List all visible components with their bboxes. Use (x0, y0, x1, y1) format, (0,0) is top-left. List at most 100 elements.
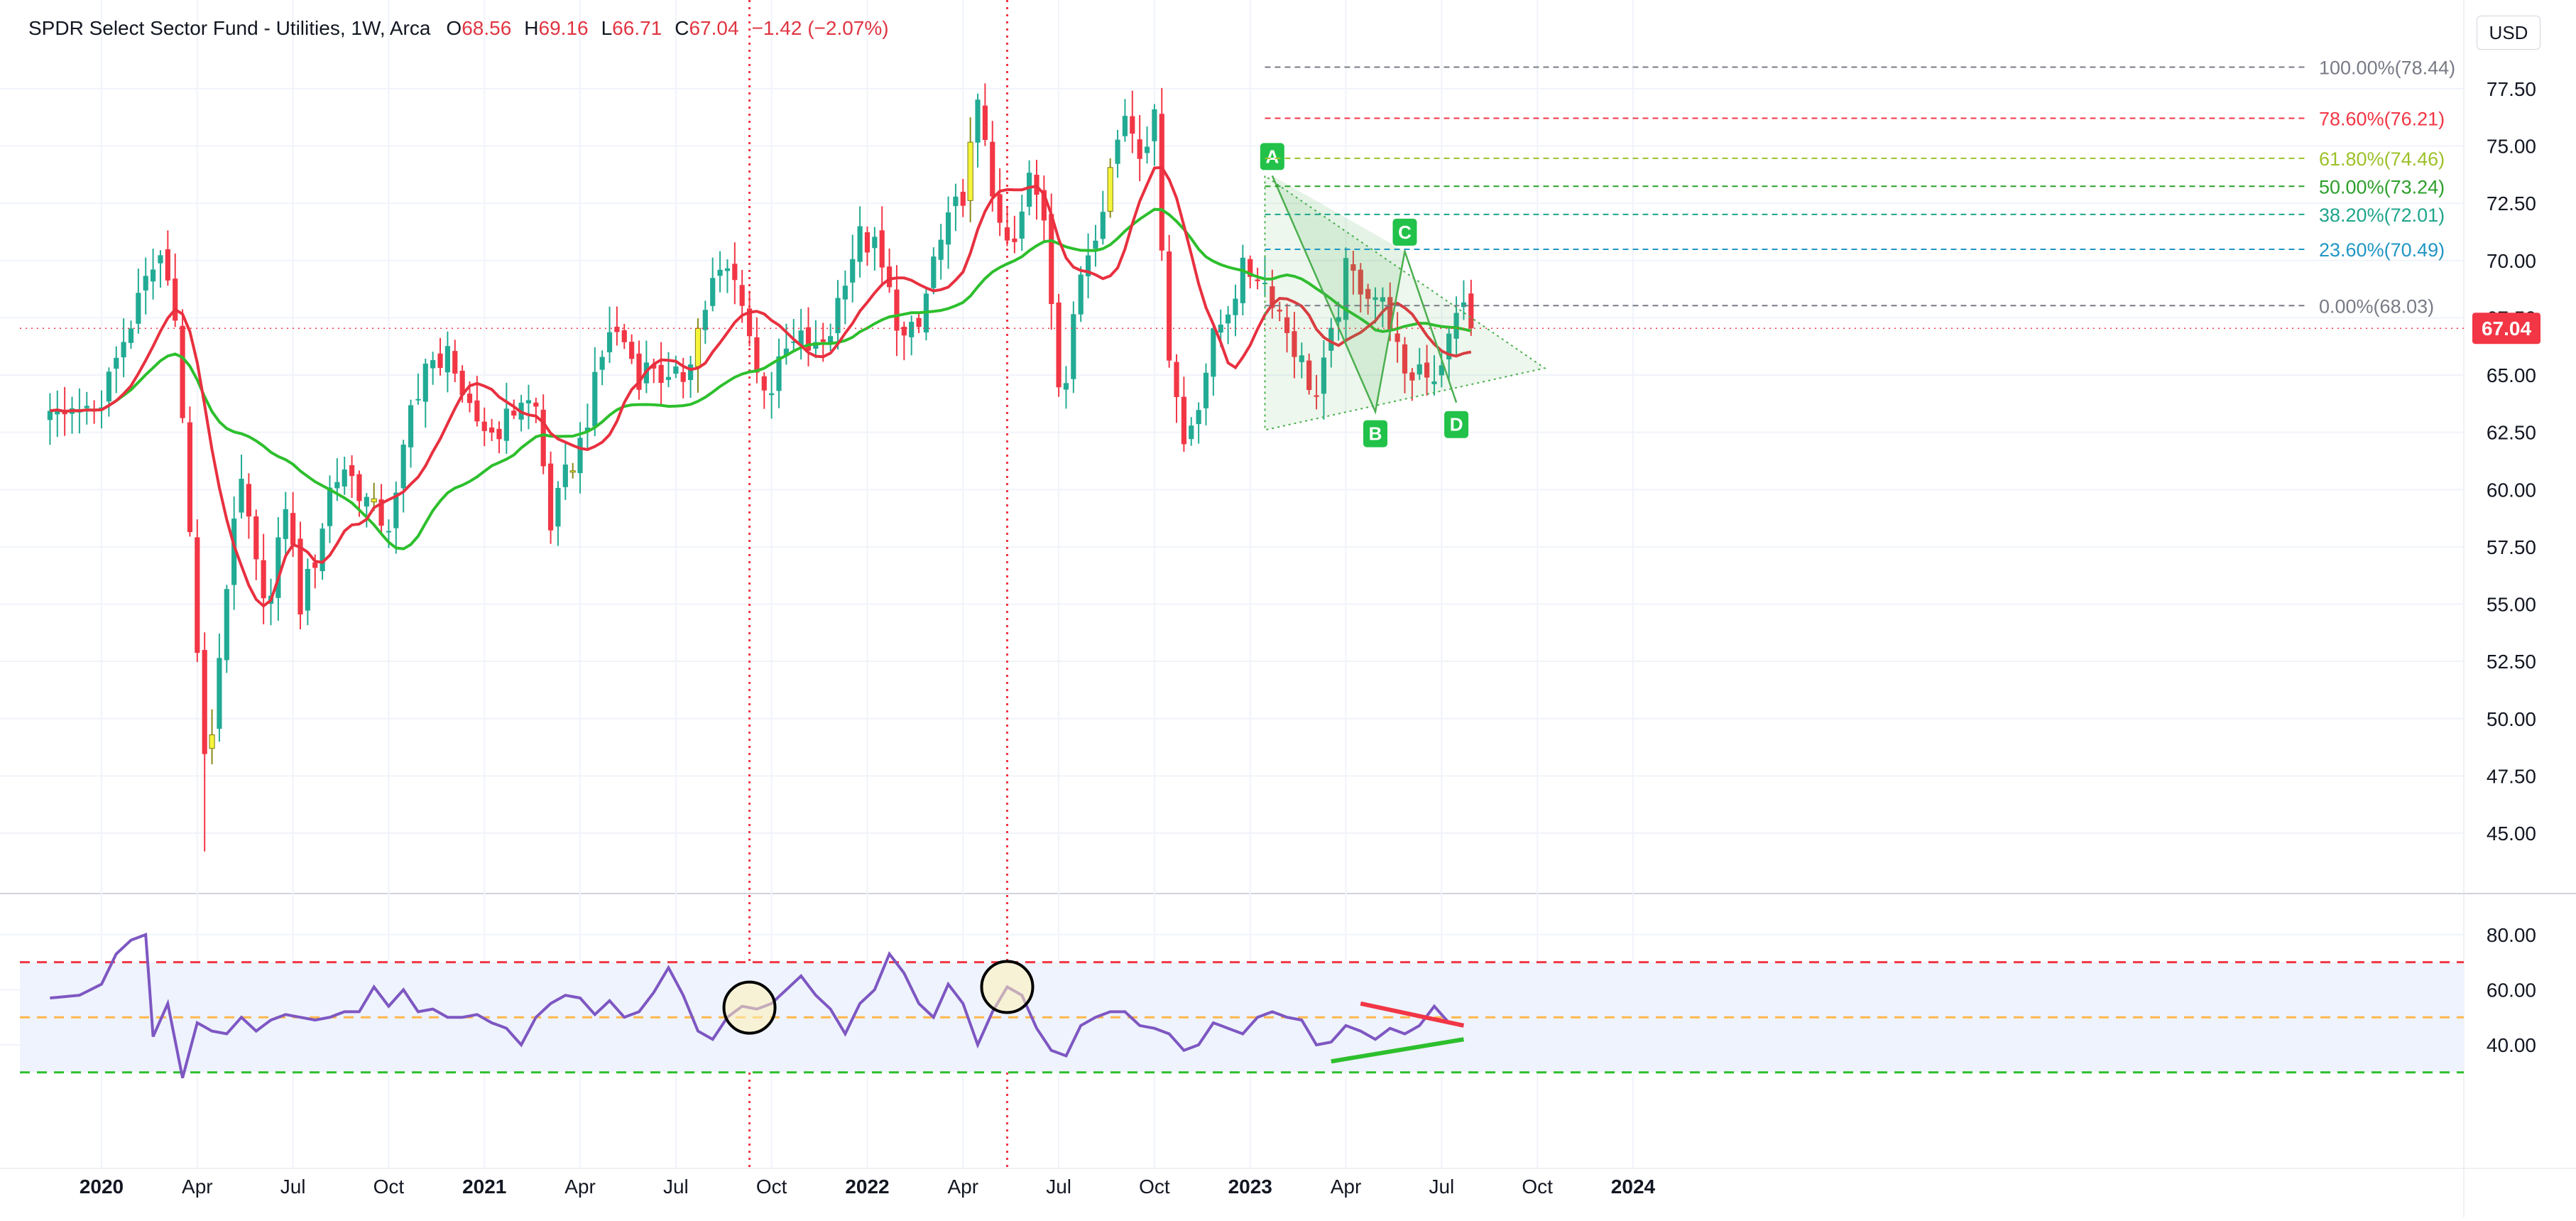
time-tick-label: Apr (564, 1176, 596, 1198)
candle-body (916, 318, 922, 327)
candle-body (1063, 383, 1069, 390)
candle (275, 517, 281, 621)
symbol-header: SPDR Select Sector Fund - Utilities, 1W,… (28, 17, 902, 40)
candle-body (1380, 297, 1385, 302)
fib-label: 50.00%(73.24) (2319, 176, 2445, 197)
rsi-axis[interactable]: 80.00 60.00 40.00 (2487, 924, 2536, 1056)
candle-body (1328, 327, 1334, 351)
candle (864, 226, 871, 266)
candle-body (1167, 251, 1172, 361)
price-tick-label: 52.50 (2487, 651, 2536, 673)
fib-level[interactable]: 50.00%(73.24) (1265, 176, 2445, 197)
fib-level[interactable]: 23.60%(70.49) (1265, 239, 2445, 261)
candle-body (217, 658, 222, 729)
candle-body (444, 346, 450, 373)
last-price-tag[interactable]: 67.04 (2472, 313, 2540, 344)
candle (629, 334, 635, 364)
rsi-trendline[interactable] (1331, 1037, 1464, 1064)
candle-body (1130, 116, 1135, 134)
high-label: H (524, 17, 539, 39)
candle (562, 443, 568, 500)
candle (1358, 263, 1363, 313)
candle-body (400, 445, 406, 489)
candle-body (327, 487, 333, 526)
candle (1255, 267, 1260, 290)
candle-body (1299, 355, 1304, 362)
candle-body (1034, 175, 1039, 195)
candle-body (1395, 333, 1400, 342)
candle-body (732, 264, 738, 281)
candle-body (909, 322, 915, 337)
candle (1314, 374, 1319, 410)
moving-average-green[interactable] (50, 207, 1472, 550)
candle-body (1019, 211, 1025, 239)
candle (481, 407, 487, 447)
candle (349, 455, 355, 499)
pattern-point-a[interactable]: A (1260, 143, 1284, 170)
candle (195, 519, 200, 663)
candle (253, 509, 259, 580)
candle-body (746, 308, 753, 337)
candle-body (872, 237, 878, 249)
candle (1248, 255, 1253, 288)
fib-level[interactable]: 61.80%(74.46) (1265, 148, 2445, 170)
rsi-pane[interactable] (20, 932, 2464, 1079)
candle-body (1270, 286, 1275, 308)
candle-body (710, 278, 716, 306)
pattern-point-d[interactable]: D (1444, 411, 1469, 438)
candle (1233, 284, 1238, 337)
pattern-badge (1392, 218, 1417, 246)
candle-body (651, 364, 657, 369)
price-axis[interactable]: 77.5075.0072.5070.0067.5065.0062.5060.00… (2487, 78, 2536, 845)
candle (621, 323, 627, 349)
candle (1306, 353, 1312, 395)
candle-body (275, 537, 281, 598)
candle-body (997, 194, 1003, 223)
candle-body (158, 255, 163, 264)
candle-body (1233, 298, 1238, 315)
currency-button[interactable]: USD (2477, 16, 2540, 50)
fib-level[interactable]: 38.20%(72.01) (1265, 205, 2445, 226)
time-tick-label: Apr (182, 1176, 213, 1198)
triangle-pattern[interactable] (1264, 174, 1546, 431)
abcd-pattern[interactable] (1271, 175, 1458, 415)
candle (1034, 159, 1039, 220)
candle (1085, 233, 1091, 298)
fib-level[interactable]: 0.00%(68.03) (1265, 295, 2434, 317)
price-tick-label: 77.50 (2487, 78, 2536, 100)
candle-body (694, 327, 702, 367)
candle-body (224, 589, 229, 661)
candle (415, 373, 421, 405)
pattern-badge (1260, 143, 1284, 170)
candle-body (776, 356, 782, 391)
symbol-title[interactable]: SPDR Select Sector Fund - Utilities, 1W,… (28, 17, 431, 39)
candle-body (960, 191, 966, 206)
candle (555, 481, 561, 546)
candle (1159, 87, 1164, 261)
candle (1167, 234, 1172, 368)
time-tick-label: 2021 (462, 1176, 506, 1198)
fib-level[interactable]: 78.60%(76.21) (1265, 108, 2445, 129)
rsi-peak-circle[interactable] (980, 960, 1035, 1014)
fib-level[interactable]: 100.00%(78.44) (1265, 58, 2455, 79)
candle-body (408, 405, 414, 447)
rsi-peak-circle[interactable] (722, 980, 777, 1035)
candle-body (1122, 116, 1128, 136)
candle-body (1453, 313, 1459, 339)
time-axis[interactable]: 2020 Apr Jul Oct 2021 Apr Jul Oct 2022 Apr Jul Oct 2… (80, 1176, 1656, 1198)
candle-body (466, 394, 473, 403)
candle-body (1240, 257, 1245, 303)
pattern-point-b[interactable]: B (1363, 420, 1388, 447)
candle (547, 451, 554, 544)
candle (835, 280, 841, 350)
candle-body (128, 328, 134, 343)
candle (364, 493, 369, 528)
time-tick-label: 2022 (845, 1176, 889, 1198)
pattern-point-c[interactable]: C (1392, 218, 1417, 246)
moving-average-red[interactable] (50, 165, 1472, 608)
candle-body (1321, 357, 1327, 394)
rsi-trendline[interactable] (1360, 1001, 1465, 1028)
candle-body (342, 470, 347, 487)
